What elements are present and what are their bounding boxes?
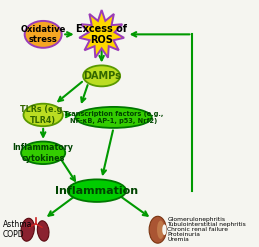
Text: Excess of
ROS: Excess of ROS — [76, 23, 127, 45]
Text: Tubulointerstitial nephritis: Tubulointerstitial nephritis — [167, 222, 246, 227]
Ellipse shape — [162, 224, 167, 235]
Text: Inflammatory
cytokines: Inflammatory cytokines — [13, 143, 74, 163]
Ellipse shape — [149, 216, 166, 243]
Text: Chronic renal failure: Chronic renal failure — [167, 227, 228, 232]
Text: Glomerulonephritis: Glomerulonephritis — [167, 217, 225, 222]
Ellipse shape — [157, 221, 164, 239]
Ellipse shape — [24, 104, 63, 126]
Text: TLRs (e.g.
TLR4): TLRs (e.g. TLR4) — [20, 105, 66, 125]
Ellipse shape — [83, 65, 120, 86]
Ellipse shape — [21, 142, 65, 164]
Text: DAMPs: DAMPs — [83, 71, 121, 81]
Text: Transcription factors (e.g.,
NF-κB, AP-1, p53, Nrf2): Transcription factors (e.g., NF-κB, AP-1… — [64, 111, 163, 124]
Text: Uremia: Uremia — [167, 237, 189, 242]
Text: Proteinuria: Proteinuria — [167, 232, 200, 237]
Ellipse shape — [75, 107, 152, 128]
Ellipse shape — [25, 21, 62, 48]
Ellipse shape — [68, 179, 126, 202]
Polygon shape — [79, 10, 124, 58]
Text: Inflammation: Inflammation — [55, 186, 138, 196]
Ellipse shape — [21, 218, 34, 241]
Text: Oxidative
stress: Oxidative stress — [20, 25, 66, 44]
Ellipse shape — [37, 221, 49, 241]
Text: Asthma
COPD: Asthma COPD — [3, 220, 32, 239]
